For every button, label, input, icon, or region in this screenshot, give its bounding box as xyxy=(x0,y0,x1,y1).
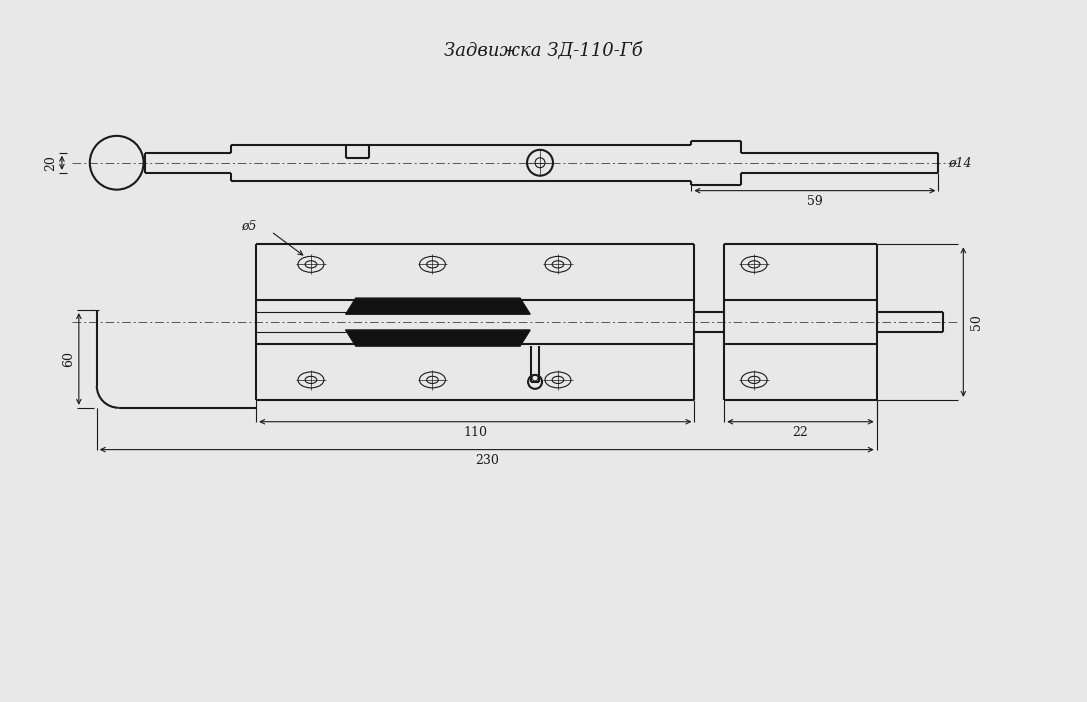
Text: 230: 230 xyxy=(475,454,499,467)
Polygon shape xyxy=(346,298,530,314)
Text: ø5: ø5 xyxy=(241,220,257,233)
Text: 20: 20 xyxy=(45,155,58,171)
Text: ø14: ø14 xyxy=(948,157,972,169)
Text: 50: 50 xyxy=(970,314,983,330)
Polygon shape xyxy=(346,330,530,346)
Text: 110: 110 xyxy=(463,426,487,439)
Text: Задвижка ЗД-110-Гб: Задвижка ЗД-110-Гб xyxy=(443,42,642,60)
Text: 22: 22 xyxy=(792,426,809,439)
Text: 59: 59 xyxy=(807,195,823,208)
Text: 60: 60 xyxy=(62,351,75,367)
